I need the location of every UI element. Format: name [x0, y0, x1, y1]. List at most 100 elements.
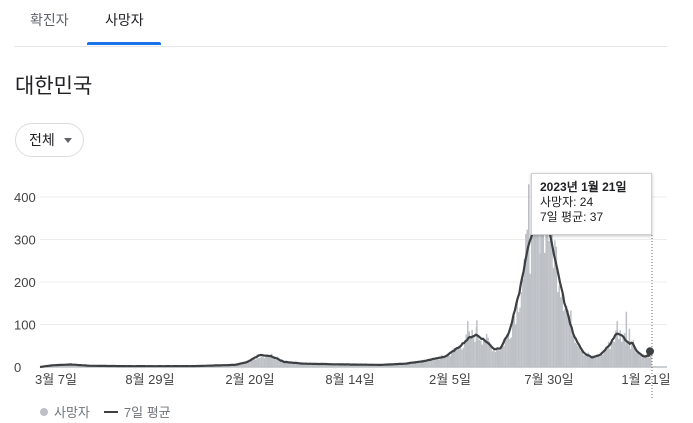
daily-bar — [529, 273, 531, 367]
daily-bar — [414, 363, 417, 367]
daily-bar — [494, 352, 497, 367]
daily-bar — [432, 357, 434, 367]
daily-bar — [626, 342, 629, 367]
daily-bar — [265, 354, 267, 367]
daily-bar — [648, 357, 651, 367]
daily-bar — [346, 364, 348, 367]
daily-bar — [442, 356, 444, 367]
daily-bar — [345, 364, 347, 367]
daily-bar — [289, 362, 292, 367]
daily-bar — [480, 340, 482, 367]
daily-bar — [577, 346, 579, 367]
daily-bar — [423, 361, 425, 367]
daily-bar — [590, 356, 592, 367]
daily-bar — [522, 278, 524, 367]
daily-bar — [360, 364, 363, 367]
daily-bar — [355, 364, 357, 367]
daily-bar — [411, 361, 414, 367]
daily-bar — [421, 359, 424, 367]
daily-bar — [233, 365, 235, 367]
daily-bar — [288, 362, 290, 367]
daily-bar — [606, 348, 608, 367]
daily-bar — [395, 364, 398, 367]
daily-bar — [327, 363, 330, 367]
daily-bar — [644, 356, 646, 367]
daily-bar — [249, 360, 251, 367]
daily-bar — [74, 365, 77, 367]
daily-bar — [491, 351, 494, 367]
legend-line-icon — [103, 410, 118, 413]
daily-bar — [586, 355, 588, 367]
daily-bar — [254, 359, 257, 367]
daily-bar — [416, 362, 418, 367]
daily-bar — [567, 310, 569, 367]
y-tick-label: 100 — [14, 318, 36, 333]
daily-bar — [408, 363, 411, 367]
y-tick-label: 200 — [14, 275, 36, 290]
daily-bar-peak — [528, 184, 530, 367]
daily-bar — [69, 364, 71, 367]
daily-bar — [234, 364, 237, 367]
daily-bar — [468, 331, 470, 367]
daily-bar — [333, 364, 335, 367]
daily-bar — [362, 365, 364, 367]
daily-bar — [591, 355, 594, 367]
daily-bar — [278, 358, 280, 367]
daily-bar — [259, 357, 261, 367]
x-tick-label: 2월 5일 — [429, 372, 471, 387]
daily-bar — [390, 364, 392, 367]
x-tick-label: 8월 29일 — [125, 372, 174, 387]
daily-bar — [435, 359, 437, 367]
daily-bar — [343, 364, 346, 367]
daily-bar — [477, 337, 479, 367]
daily-bar — [384, 365, 386, 367]
daily-bar — [558, 285, 560, 367]
daily-bar — [268, 356, 270, 367]
daily-bar — [509, 338, 511, 367]
daily-bar — [70, 365, 72, 367]
daily-bar — [543, 252, 546, 367]
daily-bar — [488, 341, 491, 367]
daily-bar — [284, 361, 286, 367]
daily-bar — [308, 363, 311, 367]
daily-bar — [516, 298, 518, 367]
daily-bar — [350, 364, 353, 367]
daily-bar — [580, 350, 582, 367]
daily-bar — [532, 192, 534, 367]
daily-bar — [498, 350, 501, 367]
daily-bar — [342, 364, 344, 367]
daily-bar — [286, 361, 289, 367]
filter-dropdown[interactable]: 전체 — [15, 123, 84, 157]
daily-bar — [401, 363, 404, 367]
daily-bar — [503, 345, 505, 367]
daily-bar — [382, 364, 385, 367]
legend-average: 7일 평균 — [123, 405, 171, 420]
daily-bar — [517, 312, 520, 367]
daily-bar — [347, 364, 350, 367]
daily-bar — [538, 178, 540, 367]
daily-bar — [243, 362, 245, 367]
daily-bar — [394, 364, 396, 367]
tab-bar: 확진자 사망자 — [14, 0, 667, 47]
daily-bar — [311, 363, 314, 367]
daily-bar — [513, 315, 515, 367]
daily-bar — [631, 342, 633, 367]
daily-bar — [535, 199, 537, 367]
daily-bar — [610, 342, 613, 367]
daily-bar — [337, 364, 340, 367]
daily-bar — [244, 361, 247, 367]
daily-bar — [241, 362, 244, 367]
daily-bar — [523, 258, 526, 367]
daily-bar — [297, 361, 299, 367]
daily-bar — [555, 246, 558, 367]
daily-bar — [602, 354, 604, 367]
chart-legend: 사망자 7일 평균 — [40, 402, 171, 421]
daily-bar — [302, 364, 305, 367]
tab-confirmed[interactable]: 확진자 — [30, 12, 69, 28]
daily-bar — [612, 341, 614, 367]
daily-bar — [387, 365, 389, 367]
daily-bar — [410, 361, 412, 367]
daily-bar — [562, 310, 565, 367]
tab-deaths[interactable]: 사망자 — [105, 12, 144, 28]
daily-bar — [320, 364, 322, 367]
